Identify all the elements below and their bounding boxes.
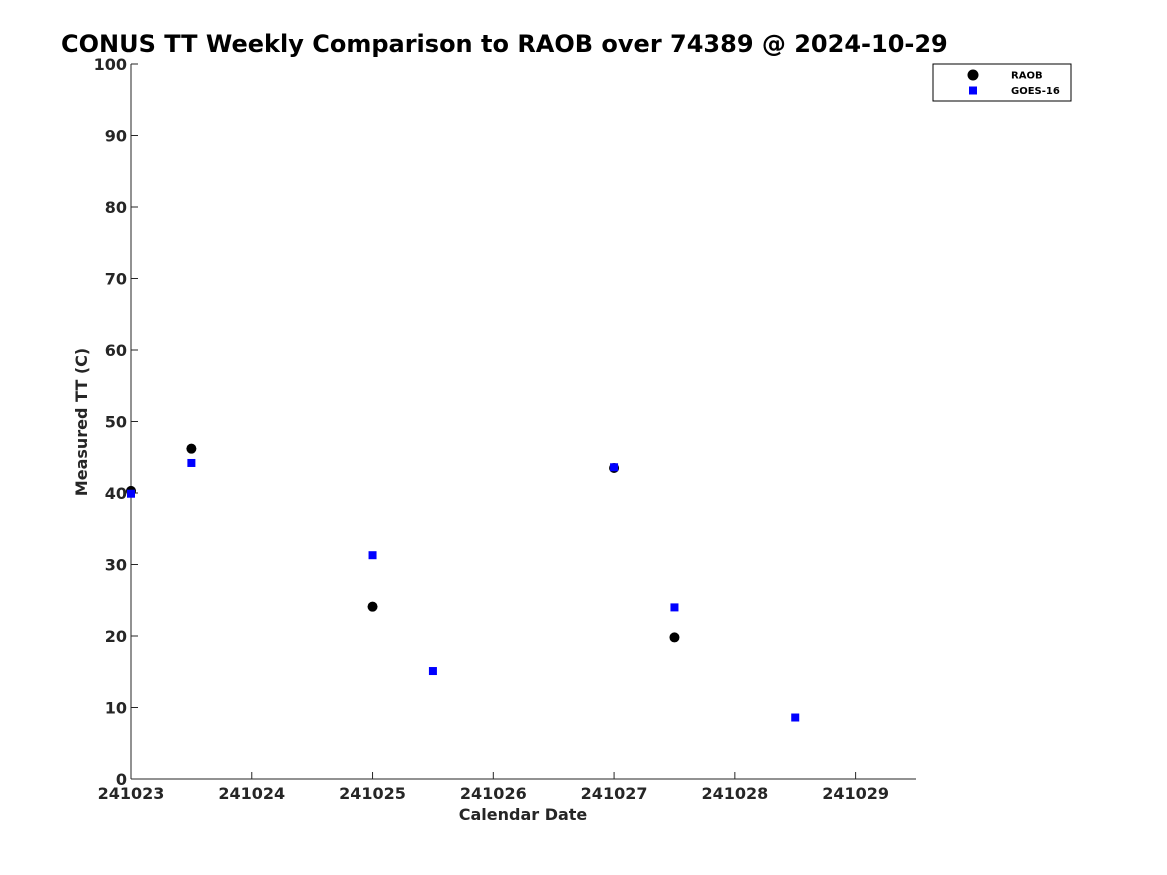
goes-16-point [428,667,437,676]
goes-16-point [127,489,135,498]
y-tick-label: 40 [105,484,127,503]
y-tick-label: 20 [105,627,127,646]
y-tick-label: 50 [105,413,127,432]
y-tick-label: 90 [105,127,127,146]
y-tick-label: 80 [105,198,127,217]
plot-area [130,64,916,780]
goes-16-point [791,713,800,722]
y-tick-label: 10 [105,699,127,718]
raob-point [186,443,197,454]
legend-raob-marker [967,69,979,81]
y-axis-label: Measured TT (C) [72,348,91,496]
legend-box [932,63,1072,102]
y-tick-label: 100 [94,55,127,74]
x-tick-label: 241028 [701,784,768,803]
x-axis-label: Calendar Date [459,805,588,824]
goes-16-point [187,458,196,467]
x-tick-label: 241025 [339,784,406,803]
goes-16-point [670,603,679,612]
x-axis-ticks: 241023 241024 241025 241026 241027 241028 2410… [98,772,889,803]
x-tick-label: 241027 [581,784,648,803]
y-axis-ticks: 0 10 20 30 40 50 60 70 80 90 100 [94,55,138,789]
legend-label: GOES-16 [1011,86,1060,97]
goes-16-point [610,463,619,472]
x-tick-label: 241023 [98,784,165,803]
goes-16-point [368,551,377,560]
y-tick-label: 60 [105,341,127,360]
chart-title: CONUS TT Weekly Comparison to RAOB over … [61,30,948,58]
x-tick-label: 241026 [460,784,527,803]
y-tick-label: 70 [105,270,127,289]
raob-point [669,632,680,643]
legend-label: RAOB [1011,71,1043,82]
x-tick-label: 241029 [822,784,889,803]
x-tick-label: 241024 [218,784,285,803]
raob-point [367,601,378,612]
legend-goes-16-marker [969,86,977,95]
legend: RAOB GOES-16 [932,63,1072,102]
y-tick-label: 0 [116,770,127,789]
data-markers [126,443,800,722]
y-tick-label: 30 [105,556,127,575]
